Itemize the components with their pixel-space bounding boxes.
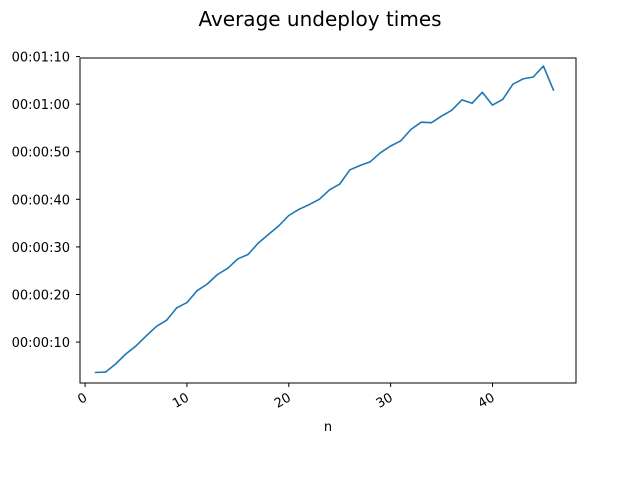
data-point xyxy=(145,335,147,337)
data-point xyxy=(298,208,300,210)
data-point xyxy=(155,325,157,327)
data-point xyxy=(176,307,178,309)
data-point xyxy=(216,273,219,276)
data-point xyxy=(166,319,168,321)
data-point xyxy=(390,145,392,147)
data-point xyxy=(125,353,127,355)
x-tick-label: 40 xyxy=(476,390,498,411)
plot-area: 0 10 20 30 40 00:00:10 00:00:20 00:00:30 00:00:4… xyxy=(12,51,577,412)
x-tick-label: 0 xyxy=(75,390,90,407)
data-point xyxy=(186,302,188,304)
y-tick-label: 00:00:30 xyxy=(12,241,70,256)
data-point xyxy=(135,345,137,347)
data-point xyxy=(359,164,361,167)
y-tick-label: 00:01:00 xyxy=(12,98,70,113)
data-point xyxy=(430,122,432,124)
data-point xyxy=(318,198,320,200)
data-point xyxy=(104,371,107,373)
data-point xyxy=(278,225,280,227)
data-point xyxy=(379,152,382,154)
data-point xyxy=(532,76,534,78)
y-tick-label: 00:00:10 xyxy=(12,336,70,351)
data-point xyxy=(288,214,290,217)
data-point xyxy=(502,98,504,100)
y-tick-label: 00:00:50 xyxy=(12,146,70,161)
data-point xyxy=(349,169,351,171)
data-point xyxy=(491,104,494,106)
data-point xyxy=(94,371,96,374)
data-point xyxy=(451,109,453,111)
x-axis-label: n xyxy=(324,420,332,435)
x-tick-label: 20 xyxy=(272,390,294,411)
data-point xyxy=(512,83,514,85)
data-point xyxy=(542,65,545,67)
data-point xyxy=(227,267,229,269)
data-point xyxy=(206,283,208,285)
data-point xyxy=(471,102,473,104)
axes-frame xyxy=(79,57,577,384)
data-point xyxy=(441,115,443,117)
chart-title: Average undeploy times xyxy=(198,7,441,31)
data-point xyxy=(257,242,259,244)
x-tick-label: 30 xyxy=(374,390,396,411)
data-point xyxy=(247,253,249,256)
data-point xyxy=(461,99,463,101)
data-point xyxy=(400,140,402,142)
series-line xyxy=(95,65,555,374)
data-point xyxy=(237,258,239,260)
data-point xyxy=(553,89,555,91)
x-tick-label: 10 xyxy=(170,390,192,411)
data-point xyxy=(339,183,341,185)
y-tick-label: 00:01:10 xyxy=(12,51,70,66)
data-point xyxy=(196,290,198,292)
y-tick-label: 00:00:40 xyxy=(12,193,70,208)
data-point xyxy=(420,121,422,123)
data-point xyxy=(410,128,412,130)
data-point xyxy=(267,233,269,236)
y-tick-label: 00:00:20 xyxy=(12,288,70,303)
data-point xyxy=(328,189,331,191)
data-point xyxy=(481,91,483,93)
data-point xyxy=(308,204,310,206)
data-point xyxy=(115,363,117,365)
data-point xyxy=(369,161,371,163)
data-point xyxy=(522,78,524,80)
